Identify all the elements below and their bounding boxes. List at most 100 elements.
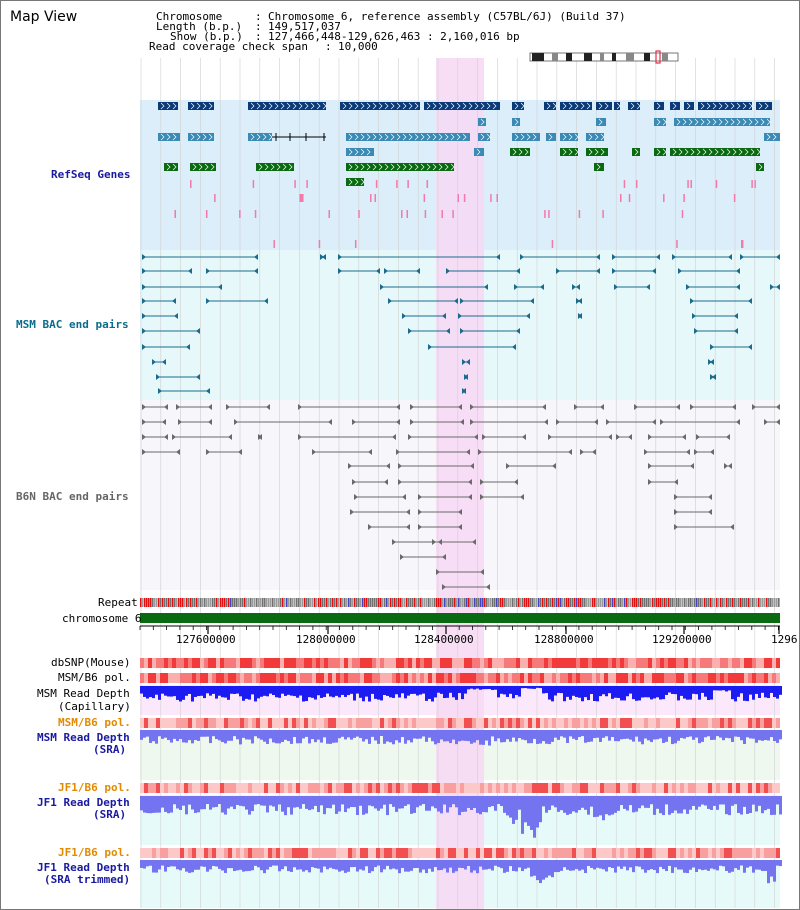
depth-bar	[272, 860, 275, 866]
gene-arrow	[730, 102, 735, 110]
heat-cell	[256, 848, 260, 858]
bac-end	[206, 268, 210, 274]
snp-tick	[424, 210, 427, 218]
bac-end	[446, 268, 450, 274]
heat-cell	[184, 718, 188, 728]
depth-bar	[158, 730, 161, 737]
heat-cell	[628, 658, 632, 668]
heat-cell	[256, 658, 260, 668]
snp-tick	[205, 210, 208, 218]
heat-cell	[436, 718, 440, 728]
depth-bar	[641, 686, 644, 698]
depth-bar	[599, 686, 602, 697]
gene-arrow	[548, 133, 553, 141]
repeat-mark	[274, 598, 276, 607]
heat-cell	[384, 848, 388, 858]
gene-arrow	[390, 133, 395, 141]
heat-cell	[596, 718, 600, 728]
heat-cell	[448, 718, 452, 728]
repeat-mark	[330, 598, 332, 607]
repeat-mark	[768, 598, 770, 607]
heat-cell	[688, 673, 692, 683]
repeat-mark	[586, 598, 588, 607]
depth-bar	[365, 860, 368, 867]
repeat-mark	[460, 598, 462, 607]
depth-bar	[386, 730, 389, 742]
depth-bar	[539, 730, 542, 744]
depth-bar	[356, 686, 359, 694]
repeat-mark	[410, 598, 412, 607]
repeat-mark	[170, 598, 172, 607]
depth-bar	[230, 796, 233, 807]
repeat-mark	[278, 598, 280, 607]
heat-cell	[220, 658, 224, 668]
snp-tick	[751, 180, 753, 188]
heat-cell	[468, 718, 472, 728]
depth-bar	[212, 860, 215, 866]
depth-bar	[173, 860, 176, 867]
heat-cell	[556, 783, 560, 793]
heat-cell	[240, 673, 244, 683]
gene-arrow	[764, 102, 769, 110]
heat-cell	[748, 718, 752, 728]
heat-cell	[612, 848, 616, 858]
gene-arrow	[574, 133, 579, 141]
heat-cell	[532, 718, 536, 728]
bac-end	[410, 419, 414, 425]
heat-cell	[640, 783, 644, 793]
depth-bar	[362, 796, 365, 815]
heat-cell	[372, 673, 376, 683]
depth-bar	[146, 796, 149, 814]
bac-end	[266, 404, 270, 410]
heat-cell	[164, 658, 168, 668]
heat-cell	[340, 673, 344, 683]
heat-cell	[284, 848, 288, 858]
gene-arrow	[250, 133, 255, 141]
bac-end	[674, 479, 678, 485]
gene-arrow	[450, 133, 455, 141]
heat-cell	[592, 658, 596, 668]
bac-end	[142, 434, 146, 440]
heat-cell	[252, 658, 256, 668]
gene-arrow	[526, 133, 531, 141]
gene-arrow	[408, 163, 413, 171]
heat-cell	[184, 658, 188, 668]
heat-cell	[540, 783, 544, 793]
snp-tick	[299, 194, 302, 202]
depth-bar	[692, 686, 695, 694]
depth-bar	[623, 860, 626, 867]
repeat-mark	[306, 598, 308, 607]
repeat-mark	[684, 598, 686, 607]
repeat-mark	[228, 598, 230, 607]
heat-cell	[180, 658, 184, 668]
track-label-msm-depth-sra-sub: (SRA)	[93, 743, 127, 756]
repeat-mark	[778, 598, 780, 607]
repeat-mark	[740, 598, 742, 607]
repeat-mark	[670, 598, 672, 607]
heat-cell	[260, 718, 264, 728]
heat-cell	[672, 848, 676, 858]
heat-cell	[496, 848, 500, 858]
repeat-mark	[182, 598, 184, 607]
repeat-mark	[510, 598, 512, 607]
gene-arrow	[202, 102, 207, 110]
depth-bar	[512, 686, 515, 699]
repeat-mark	[146, 598, 148, 607]
bac-end	[142, 449, 146, 455]
depth-bar	[194, 730, 197, 741]
heat-cell	[568, 783, 572, 793]
heat-cell	[564, 783, 568, 793]
bac-end	[218, 284, 222, 290]
heat-cell	[656, 658, 660, 668]
depth-bar	[173, 686, 176, 697]
depth-bar	[455, 796, 458, 808]
depth-bar	[155, 730, 158, 744]
heat-cell	[560, 848, 564, 858]
depth-bar	[296, 730, 299, 744]
gene-arrow	[754, 118, 759, 126]
depth-bar	[203, 730, 206, 737]
heat-cell	[692, 783, 696, 793]
heat-cell	[452, 848, 456, 858]
repeat-mark	[742, 598, 744, 607]
